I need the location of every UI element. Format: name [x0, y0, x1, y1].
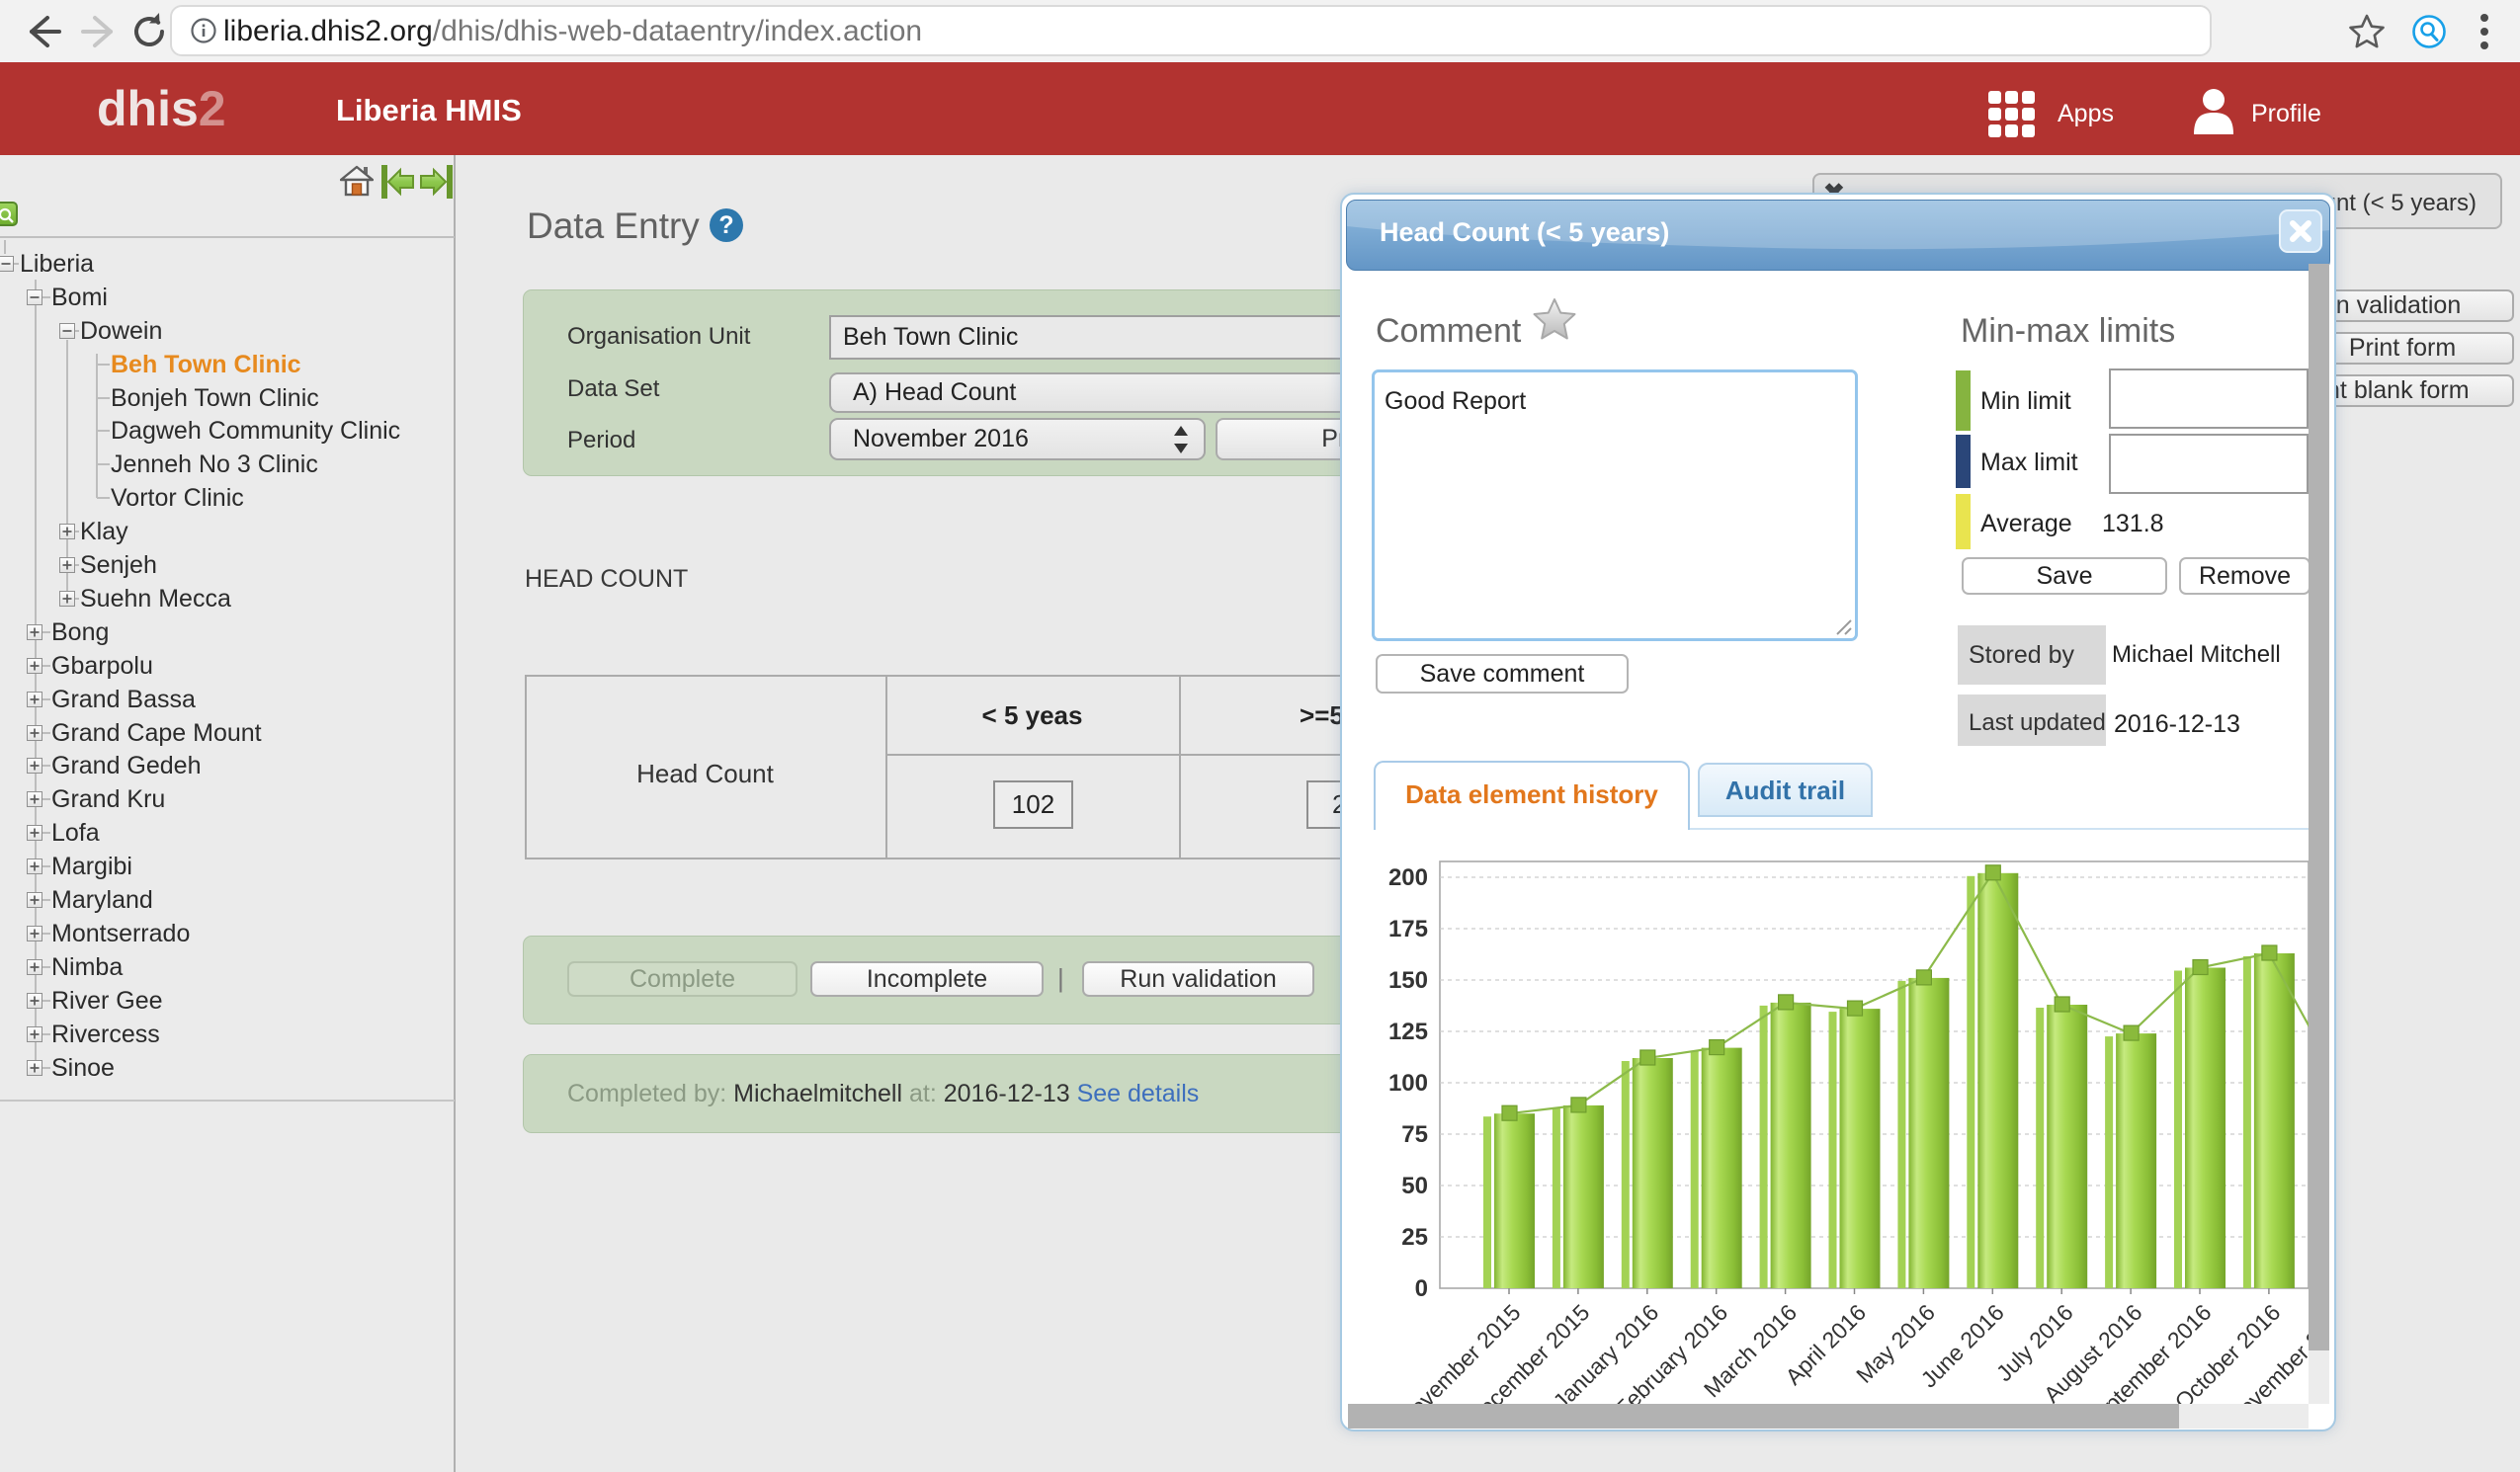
svg-text:50: 50	[1401, 1173, 1428, 1199]
svg-text:175: 175	[1388, 916, 1428, 942]
svg-text:125: 125	[1388, 1019, 1428, 1045]
svg-text:100: 100	[1388, 1070, 1428, 1097]
svg-text:75: 75	[1401, 1121, 1428, 1148]
svg-text:200: 200	[1388, 864, 1428, 891]
svg-text:0: 0	[1415, 1275, 1428, 1302]
svg-text:150: 150	[1388, 967, 1428, 994]
svg-text:25: 25	[1401, 1224, 1428, 1251]
